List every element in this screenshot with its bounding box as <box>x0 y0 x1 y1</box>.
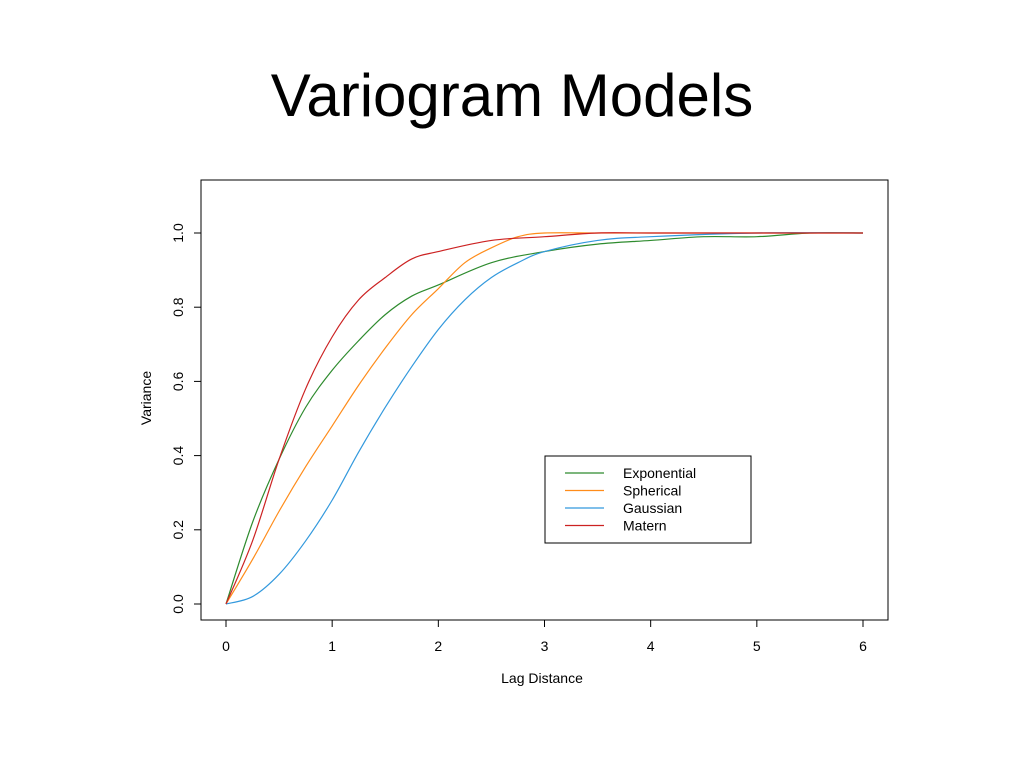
y-tick-label: 0.6 <box>170 371 186 391</box>
plot-frame <box>200 179 889 621</box>
legend-label-spherical: Spherical <box>623 483 681 499</box>
y-tick-label: 0.4 <box>170 446 186 466</box>
series-line-exponential <box>225 232 864 605</box>
slide-title: Variogram Models <box>270 62 754 129</box>
y-axis-label: Variance <box>138 371 154 425</box>
y-tick-label: 0.0 <box>170 594 186 614</box>
x-axis-label: Lag Distance <box>501 670 583 686</box>
y-tick-label: 0.8 <box>170 297 186 317</box>
x-tick-label: 5 <box>753 638 761 654</box>
y-tick-label: 1.0 <box>170 223 186 243</box>
series-line-matern <box>225 232 863 605</box>
legend-box <box>544 455 752 544</box>
x-tick-label: 4 <box>647 638 655 654</box>
x-tick-label: 3 <box>541 638 549 654</box>
y-tick-label: 0.2 <box>170 520 186 540</box>
series-layer <box>225 232 864 605</box>
x-tick-label: 1 <box>328 638 336 654</box>
legend-label-gaussian: Gaussian <box>623 500 682 516</box>
x-tick-label: 2 <box>434 638 442 654</box>
series-line-gaussian <box>225 232 864 605</box>
x-axis: 0 1 2 3 4 5 6 <box>222 619 867 654</box>
x-tick-label: 6 <box>859 638 867 654</box>
legend-label-matern: Matern <box>623 518 667 534</box>
legend-label-exponential: Exponential <box>623 465 696 481</box>
x-tick-label: 0 <box>222 638 230 654</box>
y-axis: 0.0 0.2 0.4 0.6 0.8 1.0 <box>170 223 202 614</box>
series-line-spherical <box>225 232 863 605</box>
